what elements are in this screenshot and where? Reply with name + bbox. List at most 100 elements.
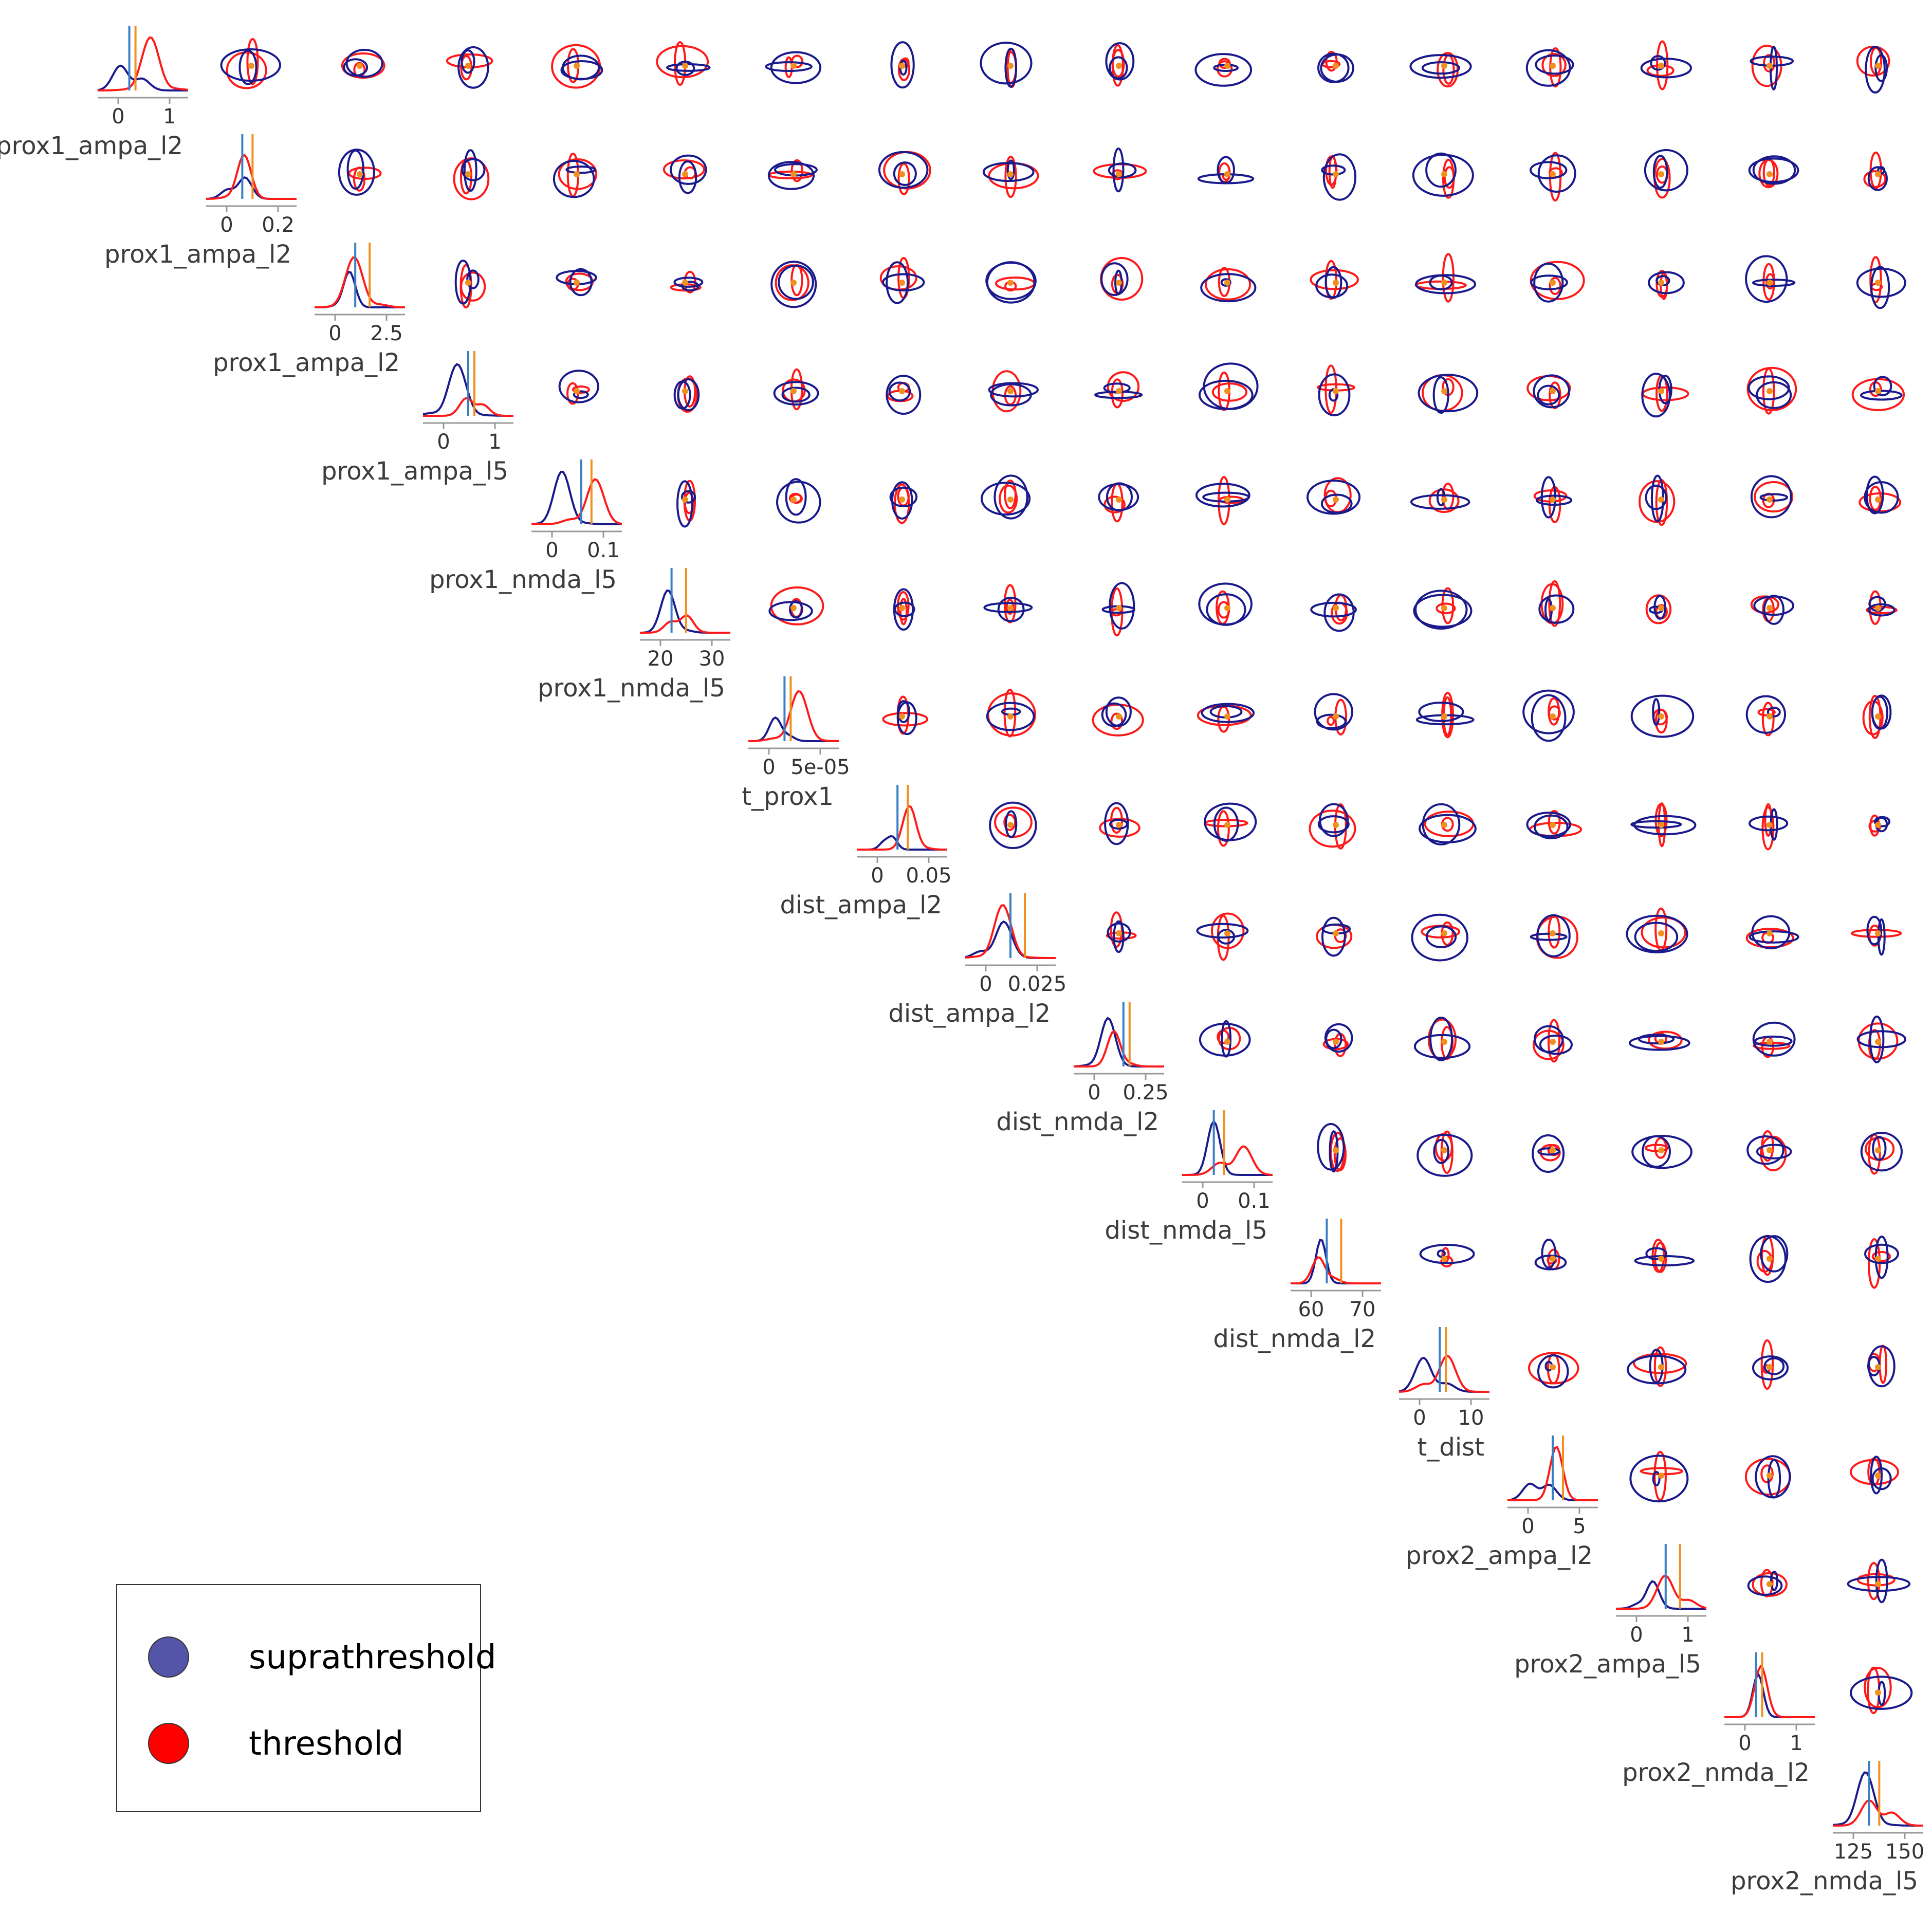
contour-suprathreshold [1875, 1558, 1888, 1604]
contour-threshold [1327, 715, 1335, 726]
contour-suprathreshold [1877, 918, 1886, 956]
contour-suprathreshold [1865, 46, 1886, 94]
contour-threshold [1761, 702, 1775, 737]
mean-point [1116, 388, 1122, 394]
contour-suprathreshold [1537, 1354, 1569, 1389]
contour-suprathreshold [1409, 54, 1472, 79]
contour-suprathreshold [346, 149, 364, 190]
density-curve-threshold [1291, 1256, 1381, 1284]
contour-suprathreshold [1860, 390, 1903, 401]
contour-suprathreshold [990, 383, 1032, 407]
contour-suprathreshold [1307, 480, 1361, 515]
x-tick-label: 0 [871, 864, 884, 888]
axis-label: prox1_ampa_l2 [104, 240, 291, 269]
contour-suprathreshold [882, 273, 925, 292]
contour-suprathreshold [788, 600, 803, 619]
contour-panel [893, 588, 915, 631]
contour-suprathreshold [1432, 376, 1449, 414]
contour-suprathreshold [1201, 703, 1255, 723]
contour-suprathreshold [1645, 1247, 1667, 1261]
contour-panel [663, 154, 707, 194]
density-curve-suprathreshold [206, 176, 297, 200]
axis-label: prox1_ampa_l2 [0, 132, 183, 160]
contour-suprathreshold [1537, 154, 1576, 193]
mean-point [1333, 822, 1339, 828]
contour-threshold [1440, 1255, 1453, 1267]
contour-panel [1196, 912, 1249, 961]
mean-point [1550, 605, 1556, 611]
density-curve-threshold [857, 804, 947, 851]
diag-panel: 60 70 dist_nmda_l2 [1213, 1219, 1381, 1353]
contour-panel [1626, 1346, 1687, 1387]
contour-panel [1533, 476, 1573, 523]
contour-panel [1410, 483, 1470, 513]
mean-point [1116, 713, 1122, 720]
contour-panel [1198, 582, 1253, 626]
x-tick-label: 1 [1681, 1623, 1694, 1647]
contour-suprathreshold [1310, 601, 1357, 618]
x-tick-label: 1 [163, 105, 176, 128]
mean-point [574, 171, 580, 177]
contour-threshold [882, 712, 929, 727]
contour-panel [1850, 1666, 1913, 1715]
contour-threshold [1754, 481, 1794, 513]
contour-suprathreshold [343, 58, 369, 77]
contour-threshold [1442, 54, 1455, 85]
mean-point [1441, 930, 1447, 936]
contour-suprathreshold [897, 700, 910, 723]
contour-panel [1321, 153, 1357, 201]
contour-panel [1199, 1020, 1251, 1058]
contour-threshold [1103, 495, 1126, 513]
diag-panel: 20 30 prox1_nmda_l5 [538, 568, 730, 703]
contour-suprathreshold [893, 588, 914, 631]
contour-panel [767, 159, 818, 190]
contour-suprathreshold [1317, 1123, 1345, 1171]
contour-panel [1317, 51, 1354, 83]
contour-threshold [770, 586, 824, 625]
mean-point [1007, 822, 1014, 828]
contour-suprathreshold [1217, 156, 1235, 184]
contour-threshold [1549, 381, 1561, 409]
contour-panel [1529, 152, 1576, 202]
x-tick-label: 0 [220, 213, 233, 237]
contour-suprathreshold [893, 161, 917, 186]
contour-suprathreshold [1107, 922, 1131, 943]
contour-threshold [1547, 1019, 1561, 1063]
contour-suprathreshold [768, 601, 813, 621]
x-tick-label: 0 [545, 539, 558, 562]
contour-suprathreshold [457, 46, 489, 89]
contour-panel [985, 261, 1037, 304]
mean-point [1658, 63, 1664, 69]
contour-suprathreshold [1634, 922, 1679, 952]
contour-suprathreshold [1318, 373, 1351, 416]
contour-threshold [1757, 708, 1776, 716]
density-curve-threshold [314, 256, 405, 308]
mean-point [1658, 280, 1664, 286]
contour-suprathreshold [1748, 157, 1799, 183]
contour-panel [988, 370, 1039, 413]
mean-point [357, 63, 363, 69]
contour-suprathreshold [1749, 815, 1789, 832]
mean-point [790, 171, 797, 177]
mean-point [1007, 605, 1014, 611]
mean-point [1116, 280, 1122, 286]
contour-threshold [1869, 256, 1882, 304]
contour-threshold [1111, 483, 1124, 523]
contour-suprathreshold [1537, 1147, 1560, 1156]
contour-suprathreshold [785, 478, 807, 516]
mean-point [1767, 1039, 1773, 1045]
mean-point [1550, 280, 1556, 286]
legend-label: threshold [249, 1725, 404, 1763]
contour-panel [1310, 593, 1357, 632]
contour-panel [1644, 149, 1688, 199]
contour-threshold [1428, 488, 1460, 513]
contour-panel [1868, 814, 1891, 837]
contour-suprathreshold [553, 160, 595, 198]
mean-point [682, 388, 688, 394]
contour-suprathreshold [1098, 483, 1139, 511]
mean-point [1550, 1364, 1556, 1370]
contour-suprathreshold [1539, 1034, 1573, 1055]
contour-panel [1530, 914, 1578, 959]
mean-point [574, 388, 580, 394]
contour-suprathreshold [1856, 1030, 1907, 1048]
